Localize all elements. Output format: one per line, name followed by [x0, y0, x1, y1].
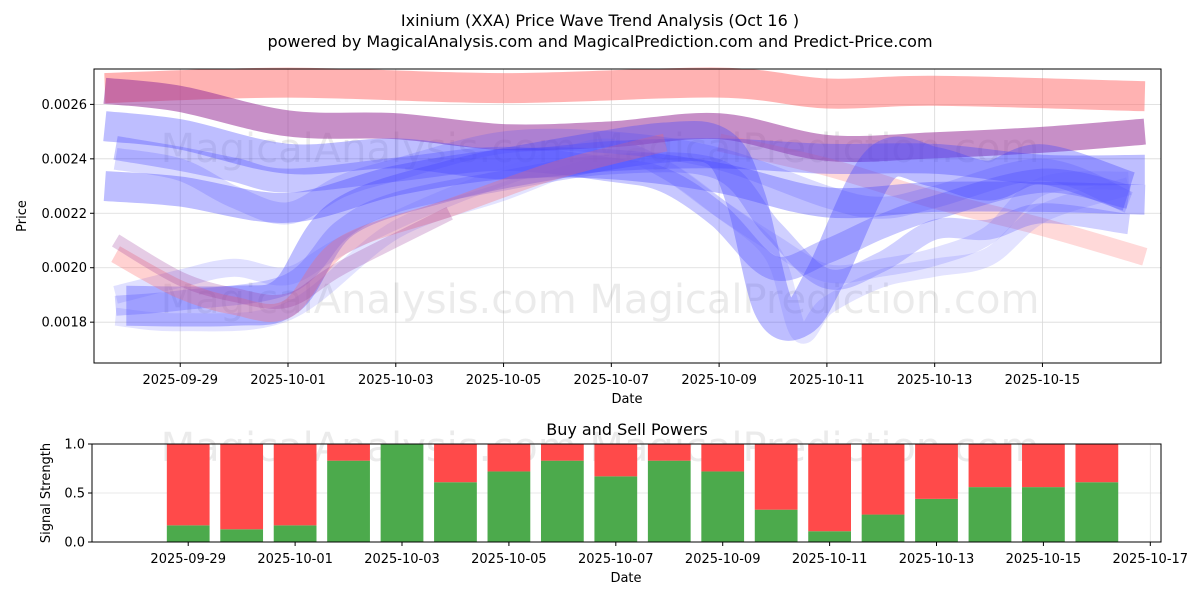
bar-x-tick-label: 2025-10-09 [685, 552, 761, 567]
sell-bar [166, 444, 210, 526]
sell-bar [861, 444, 905, 515]
sell-bar [1022, 444, 1065, 488]
buy-bar [434, 482, 477, 542]
bar-y-tick-label: 0.5 [64, 487, 85, 502]
buy-bar [220, 529, 264, 542]
price-x-tick-label: 2025-10-05 [466, 373, 542, 388]
price-x-axis-label: Date [611, 392, 642, 407]
price-x-tick-label: 2025-09-29 [142, 373, 218, 388]
price-x-tick-label: 2025-10-13 [897, 373, 973, 388]
buy-bar [487, 471, 531, 542]
price-y-tick-label: 0.0026 [42, 98, 88, 113]
buy-bar [327, 460, 370, 542]
price-band-blue-upper [103, 111, 1145, 186]
price-y-tick-label: 0.0018 [42, 316, 88, 331]
price-plot-frame [93, 68, 1162, 364]
sell-bar [327, 444, 370, 461]
bar-y-tick-label: 1.0 [64, 438, 85, 453]
price-band-purple-low [111, 207, 453, 309]
bar-x-axis-label: Date [610, 571, 641, 586]
sell-bar [915, 444, 958, 499]
buy-bar [647, 460, 691, 542]
bar-x-tick-label: 2025-10-01 [257, 552, 333, 567]
sell-bar [487, 444, 531, 472]
sell-bar [540, 444, 584, 461]
price-band-purple-band [103, 77, 1146, 163]
bar-x-tick-label: 2025-09-29 [150, 552, 226, 567]
buy-sell-bars [166, 444, 1119, 542]
bar-x-tick-label: 2025-10-13 [899, 552, 975, 567]
price-y-axis: 0.0018 0.0020 0.0022 0.0024 0.0026 [42, 98, 94, 331]
sell-bar [434, 444, 477, 483]
price-band-blue-deep-dip [126, 120, 1136, 341]
buy-bar [861, 514, 905, 542]
price-x-tick-label: 2025-10-15 [1005, 373, 1081, 388]
price-band-red-band-top [104, 67, 1146, 112]
sell-bar [701, 444, 745, 472]
buy-bar [754, 509, 798, 542]
buy-bar [540, 460, 584, 542]
sell-bar [1075, 444, 1119, 483]
buy-sell-chart-panel: Buy and Sell Powers MagicalAnalysis.com … [39, 420, 1188, 586]
sell-bar [273, 444, 317, 526]
price-band-red-low [111, 133, 668, 322]
bar-x-axis: 2025-09-29 2025-10-01 2025-10-03 2025-10-05… [150, 542, 1188, 567]
bar-chart-title: Buy and Sell Powers [546, 420, 708, 439]
sell-bar [968, 444, 1012, 488]
price-x-tick-label: 2025-10-01 [250, 373, 326, 388]
buy-bar [701, 471, 745, 542]
price-x-tick-label: 2025-10-03 [358, 373, 434, 388]
price-y-tick-label: 0.0024 [42, 152, 88, 167]
price-y-tick-label: 0.0020 [42, 261, 88, 276]
price-band-red-descend [717, 133, 1148, 266]
price-wave-bands [103, 67, 1148, 344]
price-band-blue-wave-3 [113, 138, 1130, 304]
bar-x-tick-label: 2025-10-11 [792, 552, 868, 567]
price-band-blue-wide [103, 147, 1146, 223]
buy-bar [273, 525, 317, 542]
bar-x-tick-label: 2025-10-15 [1006, 552, 1082, 567]
buy-bar [166, 525, 210, 542]
buy-bar [594, 476, 638, 542]
bar-y-tick-label: 0.0 [64, 536, 85, 551]
sell-bar [594, 444, 638, 477]
sell-bar [754, 444, 798, 510]
price-y-axis-label: Price [15, 200, 30, 232]
sell-bar [647, 444, 691, 461]
buy-bar [1075, 482, 1119, 542]
price-x-axis: 2025-09-29 2025-10-01 2025-10-03 2025-10-05… [142, 363, 1080, 388]
chart-subtitle: powered by MagicalAnalysis.com and Magic… [267, 32, 932, 51]
bar-y-axis: 0.0 0.5 1.0 [64, 438, 92, 551]
bar-x-tick-label: 2025-10-03 [364, 552, 440, 567]
bar-x-tick-label: 2025-10-05 [471, 552, 547, 567]
price-band-blue-wave-4 [114, 143, 1132, 344]
watermark-bottom: MagicalAnalysis.com MagicalPrediction.co… [161, 277, 1040, 323]
buy-bar [380, 444, 424, 542]
price-x-tick-label: 2025-10-07 [574, 373, 650, 388]
bar-x-tick-label: 2025-10-17 [1113, 552, 1189, 567]
price-x-tick-label: 2025-10-09 [681, 373, 757, 388]
price-band-blue-wave-5 [113, 128, 1134, 225]
buy-bar [915, 498, 958, 542]
bar-y-axis-label: Signal Strength [39, 443, 54, 543]
bar-x-tick-label: 2025-10-07 [578, 552, 654, 567]
price-band-blue-wave-2 [114, 152, 1131, 316]
price-x-tick-label: 2025-10-11 [789, 373, 865, 388]
buy-bar [808, 531, 851, 542]
sell-bar [220, 444, 264, 530]
price-chart-panel: MagicalAnalysis.com MagicalPrediction.co… [15, 67, 1162, 407]
buy-bar [968, 487, 1012, 542]
price-y-tick-label: 0.0022 [42, 207, 88, 222]
chart-title: Ixinium (XXA) Price Wave Trend Analysis … [401, 11, 799, 30]
price-band-blue-wave-1 [113, 136, 1132, 281]
buy-bar [1022, 487, 1065, 542]
sell-bar [808, 444, 851, 532]
